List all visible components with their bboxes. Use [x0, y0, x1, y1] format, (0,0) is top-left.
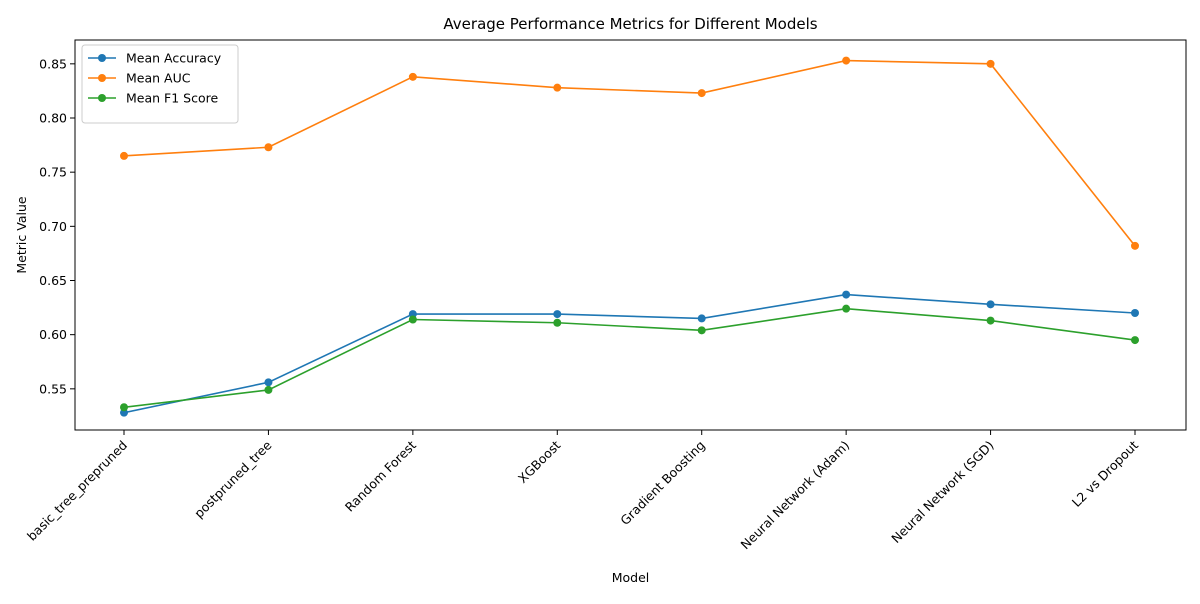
data-point: [553, 83, 562, 92]
legend-label: Mean AUC: [126, 71, 191, 86]
data-point: [697, 326, 706, 335]
data-point: [697, 89, 706, 98]
series-line: [123, 59, 1136, 247]
series-line: [123, 307, 1136, 409]
data-point: [120, 151, 128, 160]
legend-marker: [98, 94, 106, 102]
y-tick-label: 0.70: [39, 219, 67, 234]
series-mean-auc: [120, 56, 1139, 250]
y-tick-label: 0.85: [39, 56, 67, 71]
x-tick-label: Gradient Boosting: [617, 438, 708, 529]
y-tick-label: 0.75: [39, 165, 67, 180]
data-point: [842, 304, 851, 313]
x-tick-label: XGBoost: [515, 437, 564, 486]
data-point: [1131, 336, 1139, 345]
y-axis-title: Metric Value: [14, 196, 29, 273]
data-point: [408, 72, 417, 81]
y-axis: 0.55 0.60 0.65 0.70 0.75 0.80 0.85: [39, 56, 75, 396]
y-tick-label: 0.80: [39, 111, 67, 126]
data-point: [842, 290, 851, 299]
legend-marker: [98, 74, 106, 82]
plot-area: [120, 56, 1139, 417]
data-point: [408, 315, 417, 324]
x-axis: basic_tree_prepruned postpruned_tree Rando…: [24, 430, 1141, 552]
x-tick-label: Neural Network (SGD): [888, 438, 996, 546]
chart-title: Average Performance Metrics for Differen…: [443, 15, 817, 33]
legend-box: [81, 44, 239, 124]
series-line: [123, 293, 1136, 414]
data-point: [264, 378, 273, 387]
series-mean-f1-score: [120, 304, 1139, 412]
data-point: [697, 314, 706, 323]
data-point: [986, 300, 995, 309]
data-point: [1131, 241, 1139, 250]
x-axis-title: Model: [612, 570, 650, 585]
legend-marker: [98, 54, 106, 62]
legend-label: Mean F1 Score: [126, 91, 218, 106]
y-tick-label: 0.55: [39, 381, 67, 396]
data-point: [553, 318, 562, 327]
x-tick-label: Neural Network (Adam): [738, 438, 853, 553]
data-point: [986, 316, 995, 325]
y-tick-label: 0.65: [39, 273, 67, 288]
legend-label: Mean Accuracy: [126, 51, 222, 66]
data-point: [553, 310, 562, 319]
data-point: [986, 59, 995, 68]
legend: Mean Accuracy Mean AUC Mean F1 Score: [81, 44, 239, 124]
plot-frame: [74, 39, 1187, 431]
x-tick-label: L2 vs Dropout: [1069, 437, 1141, 509]
y-tick-label: 0.60: [39, 327, 67, 342]
x-tick-label: Random Forest: [342, 437, 419, 514]
series-mean-accuracy: [120, 290, 1139, 417]
data-point: [1131, 309, 1139, 317]
data-point: [264, 143, 273, 152]
data-point: [264, 385, 273, 394]
x-tick-label: postpruned_tree: [191, 437, 275, 521]
data-point: [842, 56, 851, 65]
data-point: [120, 403, 128, 412]
x-tick-label: basic_tree_prepruned: [24, 438, 130, 544]
